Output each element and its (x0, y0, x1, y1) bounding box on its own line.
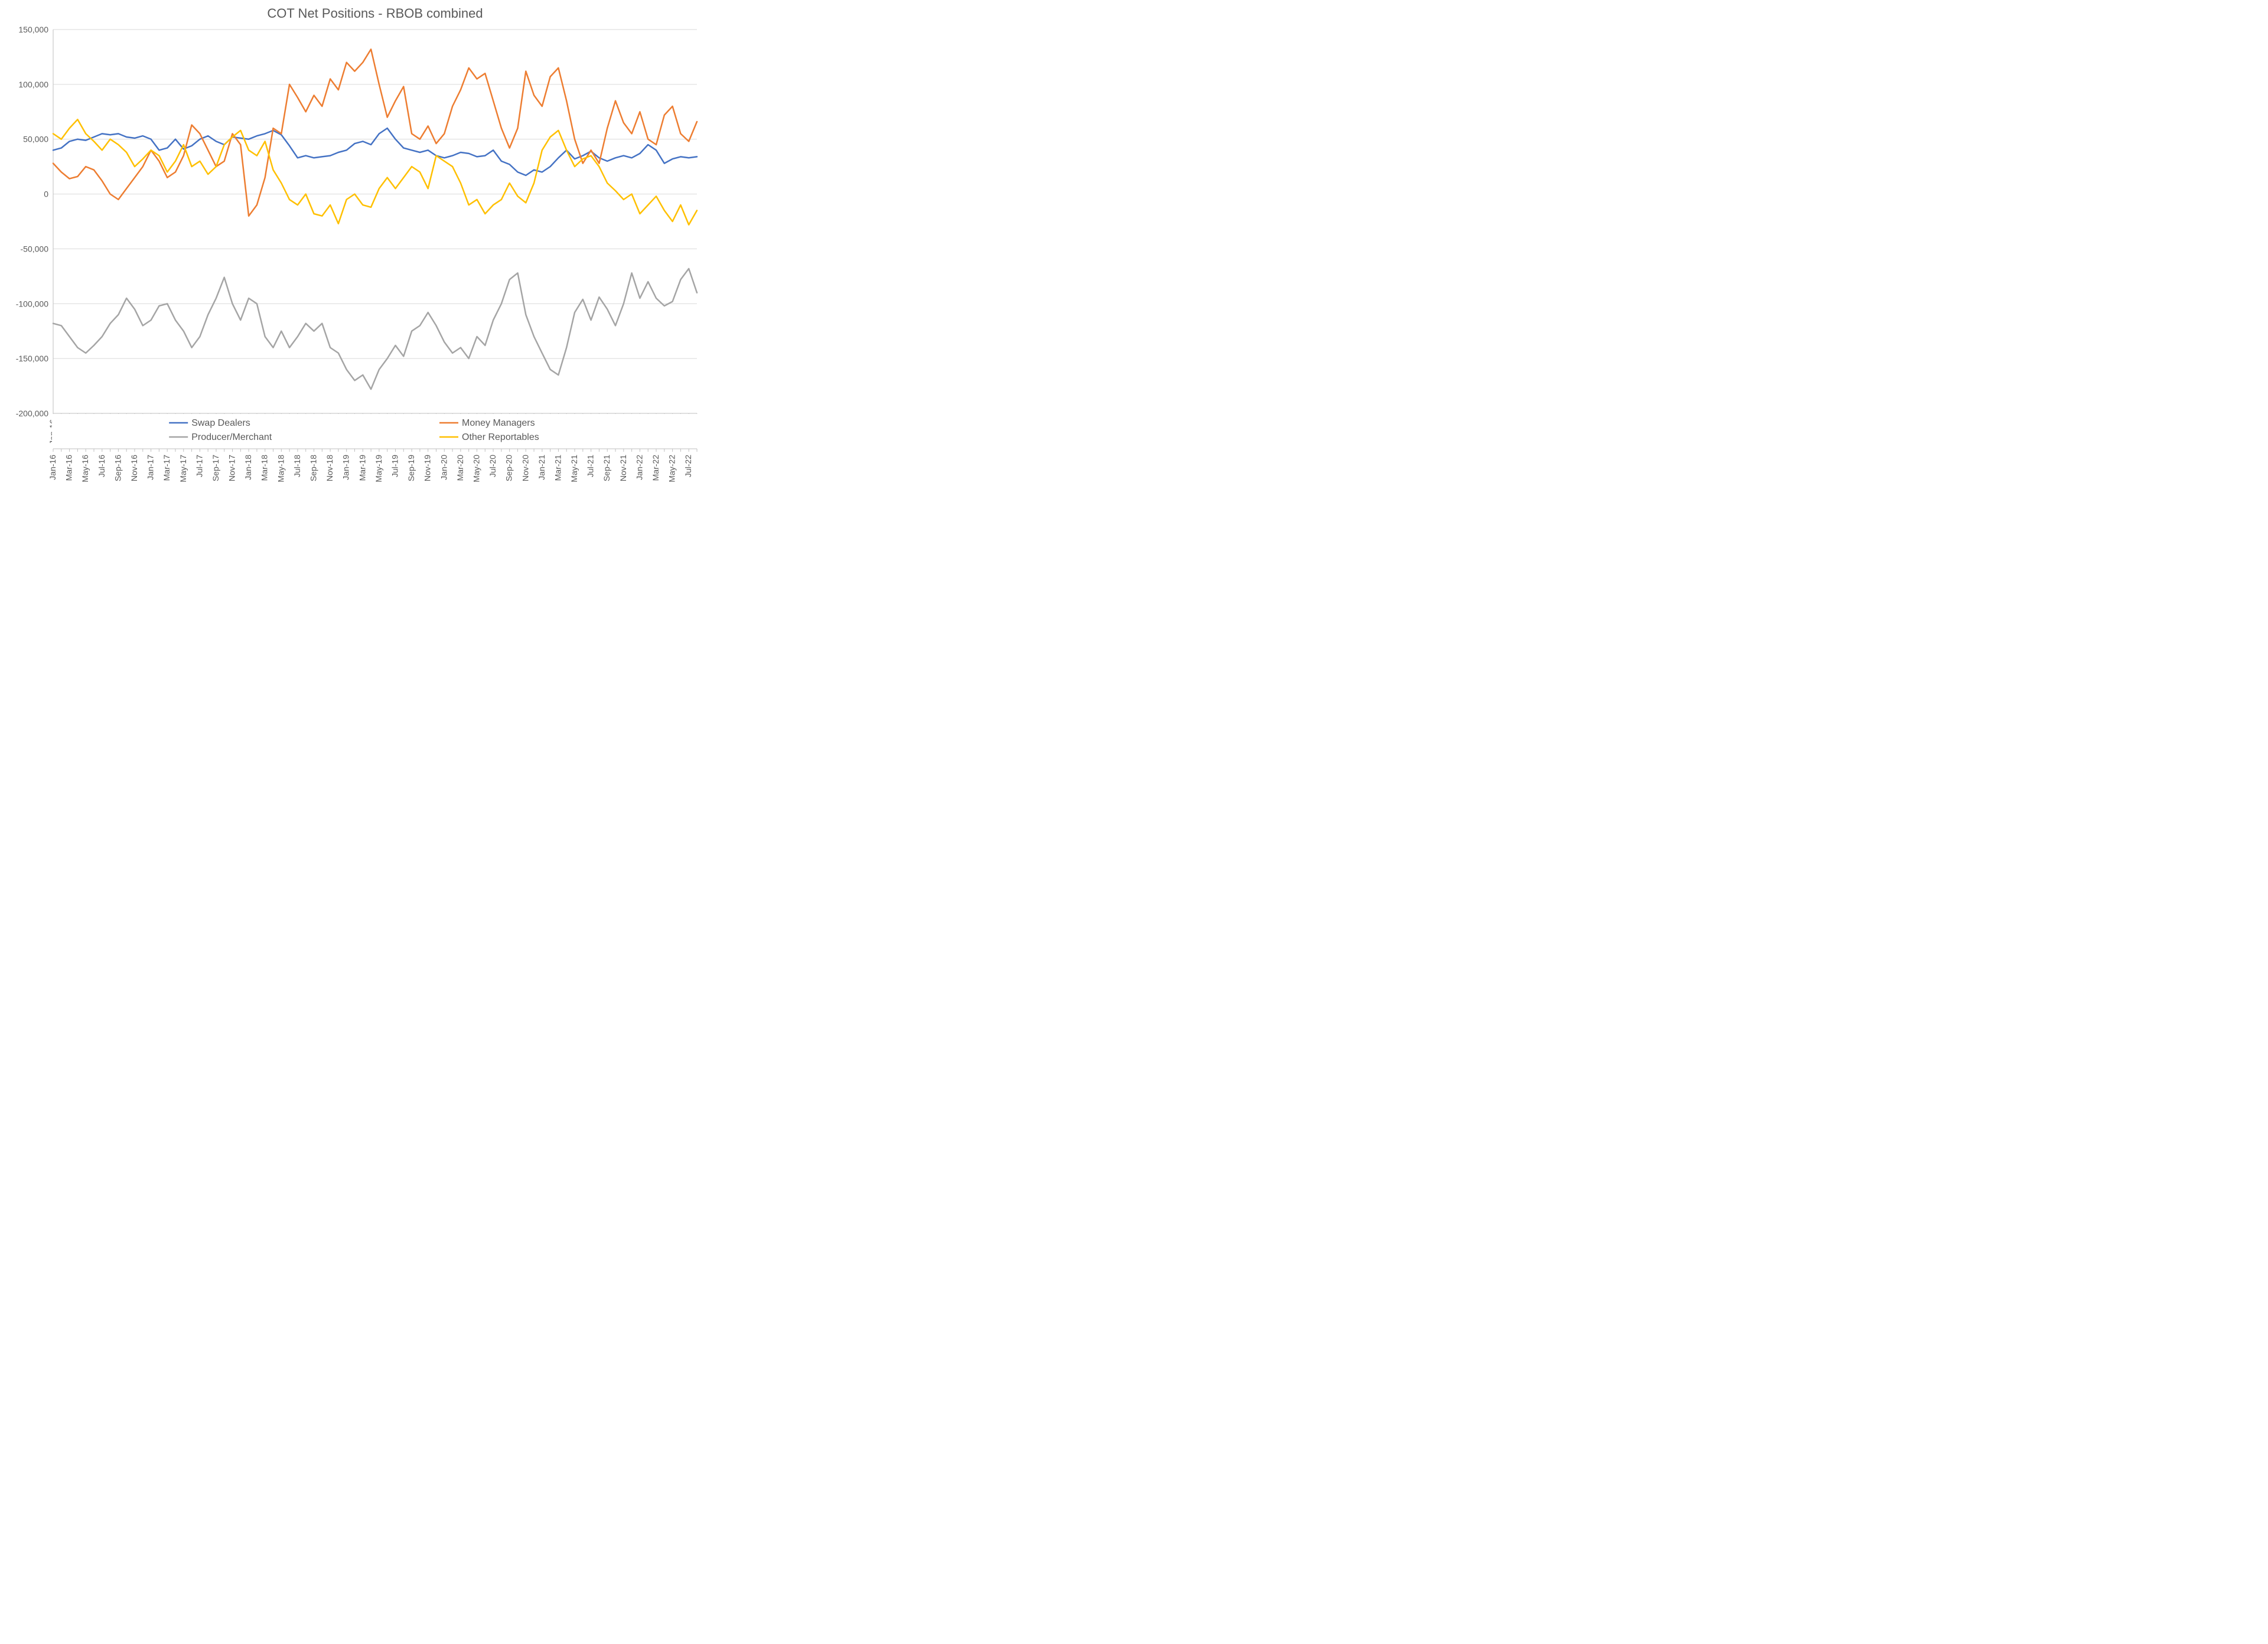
x-tick-label: Jul-16 (97, 455, 106, 477)
x-tick-label: May-17 (178, 455, 188, 482)
x-tick-label: Sep-20 (504, 455, 514, 481)
x-tick-label: Jul-18 (292, 455, 302, 477)
y-tick-label: 150,000 (18, 25, 48, 34)
x-tick-label: Jan-16 (48, 455, 57, 480)
x-tick-label: Nov-21 (618, 455, 628, 481)
x-tick-label: Nov-16 (129, 455, 139, 481)
y-tick-label: 50,000 (23, 135, 48, 144)
x-tick-label: Mar-22 (651, 455, 660, 481)
x-tick-label: Jul-20 (488, 455, 497, 477)
x-tick-label: Nov-19 (423, 455, 432, 481)
x-tick-label: Nov-20 (520, 455, 530, 481)
x-tick-label: May-22 (667, 455, 677, 482)
x-tick-label: Jul-21 (586, 455, 595, 477)
x-tick-label: May-16 (80, 455, 90, 482)
y-tick-label: -100,000 (16, 299, 48, 308)
x-tick-label: Mar-16 (64, 455, 74, 481)
x-tick-label: Mar-20 (455, 455, 465, 481)
x-tick-label: Mar-18 (260, 455, 269, 481)
x-tick-label: Mar-21 (553, 455, 562, 481)
x-tick-label: Jul-19 (390, 455, 399, 477)
x-tick-label: Jul-17 (194, 455, 204, 477)
x-tick-label: May-19 (374, 455, 383, 482)
x-tick-label: Mar-17 (162, 455, 171, 481)
x-tick-label: Sep-16 (113, 455, 122, 481)
x-tick-label: Jan-20 (439, 455, 448, 480)
y-tick-label: -50,000 (21, 244, 49, 253)
x-tick-label: Nov-18 (325, 455, 334, 481)
x-tick-label: Jan-17 (146, 455, 155, 480)
x-tick-label: May-21 (569, 455, 579, 482)
x-tick-label: Sep-19 (406, 455, 416, 481)
cot-net-positions-chart: COT Net Positions - RBOB combined -200,00… (0, 0, 709, 514)
chart-title: COT Net Positions - RBOB combined (267, 6, 483, 21)
x-tick-label: Sep-18 (309, 455, 318, 481)
x-tick-label: May-20 (471, 455, 481, 482)
x-tick-label: Mar-19 (357, 455, 367, 481)
x-tick-label: Nov-17 (227, 455, 237, 481)
legend-label: Other Reportables (462, 432, 539, 442)
legend-label: Money Managers (462, 418, 535, 428)
x-tick-label: Jan-21 (537, 455, 546, 480)
x-tick-label: Sep-17 (211, 455, 220, 481)
y-tick-label: 100,000 (18, 80, 48, 89)
x-tick-label: May-18 (276, 455, 285, 482)
y-tick-label: 0 (44, 190, 48, 199)
legend-label: Swap Dealers (191, 418, 250, 428)
y-tick-label: -200,000 (16, 409, 48, 418)
x-tick-label: Jul-22 (683, 455, 693, 477)
y-tick-label: -150,000 (16, 354, 48, 363)
x-tick-label: Sep-21 (602, 455, 611, 481)
x-tick-label: Jan-18 (243, 455, 253, 480)
legend-label: Producer/Merchant (191, 432, 272, 442)
x-tick-label: Jan-22 (634, 455, 644, 480)
x-tick-label: Jan-19 (341, 455, 351, 480)
